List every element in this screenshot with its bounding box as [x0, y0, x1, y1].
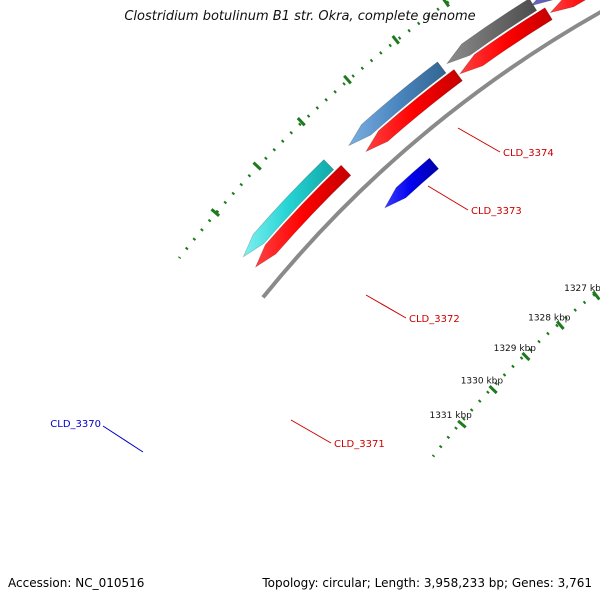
outer-tick-mark [343, 74, 352, 85]
tick-dot-track-group [178, 0, 600, 458]
feature-cyan-bottom[interactable] [242, 159, 335, 258]
feature-purple-3373[interactable] [530, 0, 600, 7]
kbp-tick-mark [488, 385, 498, 395]
gene-callout-line [290, 419, 332, 444]
outer-tick-mark [442, 0, 451, 8]
kbp-tick-label: 1329 kbp [494, 344, 537, 354]
gene-callout-line [427, 185, 469, 211]
feature-red-3372[interactable] [459, 7, 553, 75]
gene-label[interactable]: CLD_3373 [471, 206, 522, 217]
outer-tick-mark [210, 208, 221, 217]
accession-text: Accession: NC_010516 [8, 576, 145, 590]
outer-tick-mark [391, 34, 400, 45]
kbp-tick-label: 1327 kbp [564, 284, 600, 294]
kbp-tick-group: 1322 kbp1323 kbp1324 kbp1325 kbp1326 kbp… [210, 0, 600, 429]
gene-label[interactable]: CLD_3372 [409, 314, 460, 325]
feature-red-bottom[interactable] [254, 164, 352, 268]
genome-backbone [261, 10, 600, 299]
kbp-tick-mark [521, 351, 531, 362]
kbp-tick-label: 1331 kbp [429, 411, 472, 421]
gene-label[interactable]: CLD_3371 [334, 439, 385, 450]
kbp-tick-mark [592, 290, 600, 301]
feature-red-3373[interactable] [549, 0, 600, 14]
topology-text: Topology: circular; Length: 3,958,233 bp… [262, 576, 592, 590]
genome-title: Clostridium botulinum B1 str. Okra, comp… [124, 9, 476, 24]
feature-blue-3370[interactable] [384, 157, 439, 209]
gene-callout-line [102, 425, 144, 453]
gene-label[interactable]: CLD_3370 [50, 419, 101, 430]
feature-group [242, 0, 600, 268]
outer-tick-mark [296, 117, 306, 127]
feature-red-3371[interactable] [365, 69, 463, 153]
feature-gray-3372[interactable] [446, 0, 538, 65]
kbp-tick-mark [555, 320, 565, 330]
gene-callout-line [365, 294, 407, 319]
kbp-tick-label: 1328 kbp [528, 313, 571, 323]
gene-label[interactable]: CLD_3374 [503, 148, 554, 159]
gene-callout-line [457, 127, 501, 153]
kbp-tick-label: 1330 kbp [461, 377, 504, 387]
kbp-tick-mark [457, 419, 467, 429]
inner-dot-track [431, 288, 600, 458]
outer-tick-mark [252, 161, 262, 171]
gene-callout-group: CLD_3374 CLD_3373 CLD_3372 CLD_3371 CLD_3370 [50, 127, 554, 453]
feature-steelblue-3371[interactable] [348, 61, 447, 147]
